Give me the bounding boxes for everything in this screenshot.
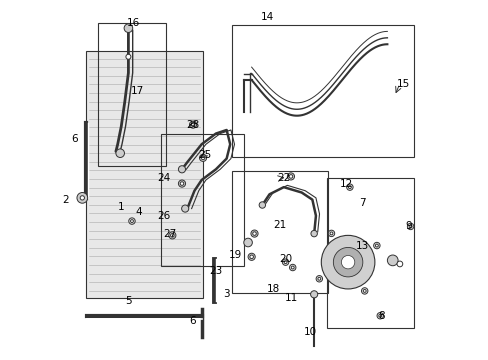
Circle shape	[168, 232, 176, 239]
Circle shape	[284, 261, 286, 264]
Circle shape	[247, 253, 255, 260]
Text: 7: 7	[358, 198, 365, 208]
Text: 2: 2	[62, 195, 68, 204]
Text: 15: 15	[396, 78, 409, 89]
Text: 5: 5	[125, 296, 131, 306]
Text: 10: 10	[304, 327, 317, 337]
Text: 6: 6	[71, 134, 78, 144]
Circle shape	[259, 202, 265, 208]
Circle shape	[125, 54, 131, 59]
Text: 14: 14	[261, 13, 274, 22]
Circle shape	[189, 121, 196, 128]
Circle shape	[361, 288, 367, 294]
Text: 16: 16	[127, 18, 140, 28]
Circle shape	[375, 244, 378, 247]
Circle shape	[321, 235, 374, 289]
Circle shape	[128, 218, 135, 224]
Text: 6: 6	[189, 316, 196, 326]
Circle shape	[130, 220, 133, 222]
Circle shape	[348, 186, 350, 189]
Text: 13: 13	[355, 241, 368, 251]
Circle shape	[317, 277, 320, 280]
Circle shape	[124, 24, 132, 32]
Circle shape	[373, 242, 379, 249]
Bar	[160, 134, 244, 266]
Circle shape	[250, 230, 258, 237]
Text: 9: 9	[405, 221, 411, 231]
Text: 18: 18	[266, 284, 279, 294]
Circle shape	[408, 225, 411, 228]
Bar	[98, 23, 165, 166]
Circle shape	[178, 166, 185, 173]
Circle shape	[346, 184, 352, 190]
Circle shape	[178, 180, 185, 187]
Circle shape	[363, 289, 366, 292]
Circle shape	[315, 275, 322, 282]
Circle shape	[181, 205, 188, 212]
Circle shape	[327, 230, 334, 237]
Circle shape	[329, 232, 332, 235]
Text: 1: 1	[118, 202, 124, 212]
Bar	[326, 178, 413, 328]
Text: 3: 3	[223, 289, 229, 299]
Circle shape	[287, 173, 294, 180]
Circle shape	[291, 266, 294, 269]
Circle shape	[199, 154, 206, 161]
Circle shape	[310, 291, 317, 298]
Circle shape	[386, 255, 397, 266]
Text: 26: 26	[157, 211, 170, 221]
Text: 28: 28	[186, 120, 199, 130]
Text: 23: 23	[209, 266, 222, 276]
Circle shape	[289, 264, 295, 271]
Text: 12: 12	[339, 179, 352, 189]
Text: 21: 21	[273, 220, 286, 230]
Text: 17: 17	[130, 86, 143, 96]
Circle shape	[310, 230, 317, 237]
Bar	[85, 51, 203, 298]
Circle shape	[288, 175, 292, 178]
Bar	[231, 24, 413, 157]
Text: 8: 8	[378, 311, 385, 321]
Text: 19: 19	[228, 250, 242, 260]
Circle shape	[396, 261, 402, 267]
Circle shape	[407, 223, 413, 230]
Circle shape	[341, 256, 354, 269]
Bar	[231, 171, 328, 293]
Circle shape	[180, 182, 183, 185]
Circle shape	[282, 259, 288, 265]
Text: 27: 27	[163, 229, 176, 239]
Circle shape	[378, 314, 381, 317]
Circle shape	[191, 123, 194, 126]
Circle shape	[80, 196, 84, 200]
Circle shape	[116, 149, 124, 157]
Text: 25: 25	[198, 150, 211, 160]
Circle shape	[170, 234, 174, 237]
Text: 20: 20	[279, 253, 291, 264]
Circle shape	[252, 232, 256, 235]
Circle shape	[249, 255, 253, 258]
Circle shape	[333, 247, 362, 277]
Text: 11: 11	[284, 293, 297, 303]
Circle shape	[376, 312, 383, 319]
Circle shape	[77, 193, 87, 203]
Text: 4: 4	[136, 207, 142, 217]
Text: 22: 22	[277, 173, 290, 183]
Circle shape	[201, 156, 204, 159]
Text: 24: 24	[157, 173, 170, 183]
Circle shape	[244, 238, 252, 247]
